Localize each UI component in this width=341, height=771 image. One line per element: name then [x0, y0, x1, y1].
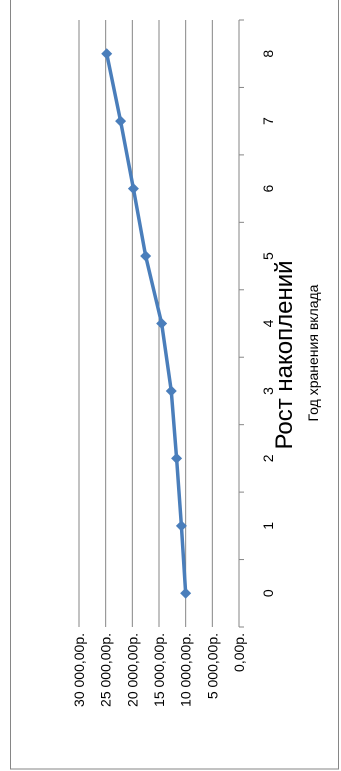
x-tick-labels: 0 1 2 3 4 5 6 7 8	[260, 50, 276, 598]
data-point	[156, 318, 168, 329]
x-tick-label: 1	[260, 522, 276, 530]
x-axis-ticks	[239, 19, 244, 628]
data-point	[127, 183, 139, 195]
data-point	[171, 452, 183, 464]
chart-title: Рост накоплений	[271, 260, 298, 449]
x-tick-label: 3	[260, 387, 276, 395]
y-tick-label: 20 000,00р.	[124, 633, 140, 707]
series-layer	[101, 48, 192, 599]
chart-border	[10, 0, 339, 770]
y-tick-labels: 0,00р. 5 000,00р. 10 000,00р. 15 000,00р. 20…	[71, 633, 247, 707]
x-tick-label: 5	[260, 252, 276, 260]
x-tick-label: 4	[260, 319, 276, 327]
x-tick-label: 8	[260, 50, 276, 58]
data-point	[165, 385, 177, 397]
chart-title-group: Рост накоплений	[271, 260, 298, 449]
x-tick-label: 2	[260, 454, 276, 462]
y-tick-label: 0,00р.	[231, 633, 247, 672]
data-point	[175, 520, 187, 532]
data-point	[180, 587, 192, 599]
x-tick-label: 6	[260, 185, 276, 193]
x-tick-label: 0	[260, 589, 276, 597]
data-point	[101, 48, 113, 60]
y-tick-label: 15 000,00р.	[151, 633, 167, 707]
data-point	[115, 115, 127, 127]
y-tick-label: 25 000,00р.	[98, 633, 114, 707]
data-point	[140, 250, 152, 262]
y-tick-label: 10 000,00р.	[178, 633, 194, 707]
x-axis-title: Год хранения вклада	[305, 284, 321, 421]
y-tick-label: 5 000,00р.	[204, 633, 220, 699]
y-tick-label: 30 000,00р.	[71, 633, 87, 707]
x-tick-label: 7	[260, 117, 276, 125]
